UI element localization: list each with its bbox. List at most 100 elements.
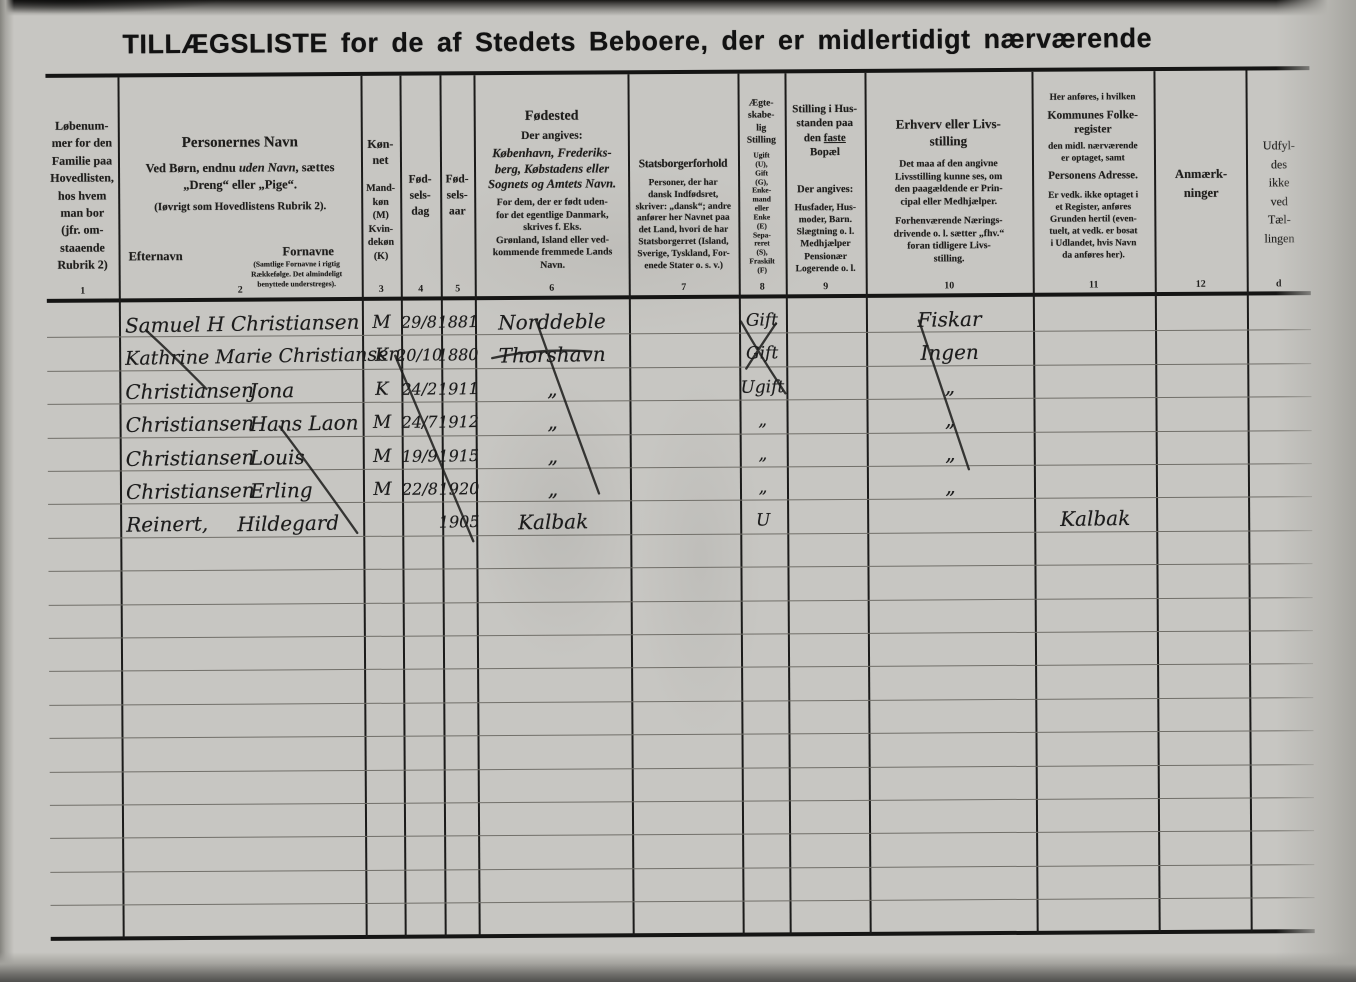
row-line [49,730,1314,740]
column-header-12: Anmærk- ninger [1174,166,1228,200]
header-koennet: Køn- net [367,136,394,167]
row-line [50,897,1315,907]
scan-corner-blotch [0,0,220,14]
marital-status-cell: U [755,510,771,531]
occupation-ditto: „ [945,474,956,499]
table-row: Christiansen Hans Laon M 24/7 1912 „ „ „ [0,402,1356,442]
header-erhverv: Erhverv eller Livs- stilling [895,116,1001,149]
col-number-5: 5 [455,283,461,295]
header-foedested-note: For dem, der er født uden- for det egent… [492,196,613,271]
c2-l1b: uden Navn [238,160,296,175]
row-line [49,763,1314,773]
header-statsborger-body: Personer, der har dansk Indfødsret, skri… [635,177,731,271]
column-header-5: Fød- sels- aar [445,173,469,218]
birthplace-cell: Kalbak [517,509,589,535]
header-erhverv-p1: Det maa af den angivne Livsstilling kunn… [894,158,1003,208]
occupation-cell: Ingen [920,339,980,365]
birthyear-cell: 1915 [438,446,480,466]
birthyear-cell: 1911 [437,379,479,399]
col-number-8: 8 [759,281,765,293]
header-foedested-em: København, Frederiks- berg, Købstadens e… [488,145,617,192]
header-personens-adresse: Personens Adresse. [1048,169,1138,182]
birthplace-ditto: „ [547,476,559,501]
header-aegteskabelig-body: Ugift (U), Gift (G), Enke- mand eller En… [749,150,775,275]
birthplace-cell: Thorshavn [498,341,606,368]
header-folkeregister: Kommunes Folke- register [1047,109,1138,136]
occupation-ditto: „ [944,441,956,466]
birthyear-cell: 1912 [438,412,480,432]
c9-t1: Stilling i Hus- [792,102,858,116]
c2-l1a: Ved Børn, endnu [145,160,239,176]
row-line [49,797,1314,806]
name-cell: Samuel H Christiansen [124,309,360,338]
surname-cell: Christiansen [125,477,255,505]
page-title: TILLÆGSLISTE for de af Stedets Beboere, … [122,23,1153,60]
header-koennet-body: Mand- køn (M) Kvin- dekøn (K) [366,182,396,262]
scan-edge-right [1276,0,1356,982]
col-number-6: 6 [549,282,555,294]
birthyear-cell: 1880 [437,345,479,365]
given-name-cell: Louis [249,444,305,470]
scan-edge-top [0,0,1356,16]
header-foedested: Fødested [524,108,579,124]
header-c2-line2: „Dreng“ eller „Pige“. [183,177,298,193]
birthplace-cell: Norddeble [497,308,606,335]
register-cell: Kalbak [1059,505,1131,532]
column-header-4: Fød- sels- dag [408,173,432,218]
occupation-ditto: „ [944,407,956,432]
surname-cell: Reinert, [125,511,209,537]
c2-l1c: , sættes [295,160,335,175]
table-row: Reinert, Hildegard 1905 Kalbak U Kalbak [0,502,1356,542]
header-aegteskabelig: Ægte- skabe- lig Stilling [746,98,776,146]
row-line [49,663,1314,673]
header-c2-line1: Ved Børn, endnu uden Navn, sættes [122,160,358,176]
header-efternavn: Efternavn [128,249,183,264]
col-number-12: 12 [1195,278,1206,290]
header-stilling-sub: Der angives: [797,183,854,196]
col-number-9: 9 [823,281,829,293]
table-top-border [45,66,1310,78]
birthyear-cell: 1905 [438,512,480,532]
birthplace-ditto: „ [547,409,558,434]
birthyear-cell: 1920 [438,479,480,499]
header-statsborgerforhold: Statsborgerforhold [638,157,728,171]
c9-t3b: faste [823,131,846,144]
header-c11-p2: Er vedk. ikke optaget i et Register, anf… [1048,190,1139,262]
marital-ditto: „ [758,444,768,465]
occupation-ditto: „ [944,374,956,399]
c9-t4: Bopæl [809,145,840,159]
header-stilling-title: Stilling i Hus- standen paa den faste Bo… [787,102,863,160]
surname-cell: Christiansen [125,410,255,438]
row-line [50,863,1315,873]
row-line [48,630,1313,639]
col-number-3: 3 [378,283,384,295]
col-number-1: 1 [80,285,86,297]
header-personernes-navn: Personernes Navn [181,134,299,152]
column-header-1: Løbenum- mer for den Familie paa Hovedli… [50,118,114,272]
header-c11-p1: den midl. nærværende er optaget, samt [1048,141,1138,164]
row-line [49,696,1314,706]
col-number-11: 11 [1088,279,1099,291]
surname-cell: Christiansen [125,377,255,405]
scan-edge-left [0,0,14,982]
header-stilling-body: Husfader, Hus- moder, Barn. Slægtning o.… [794,202,857,275]
col-number-4: 4 [418,283,424,295]
marital-ditto: „ [758,477,768,498]
surname-cell: Christiansen [125,444,255,472]
occupation-cell: Fiskar [917,306,982,332]
header-foedested-sub: Der angives: [521,129,583,142]
birthplace-ditto: „ [547,443,559,468]
given-name-cell: Hans Laon [249,410,359,437]
row-line [48,596,1313,606]
given-name-cell: Erling [249,477,313,503]
marital-ditto: „ [757,410,768,431]
given-name-cell: Hildegard [236,510,340,537]
marital-status-cell: Gift [745,343,779,364]
header-erhverv-p2: Forhenværende Nærings- drivende o. l. sæ… [893,215,1005,265]
scan-edge-bottom [0,952,1356,982]
header-c11-pre: Her anføres, i hvilken [1049,92,1136,103]
given-name-cell: Jona [249,378,295,403]
name-cell: Kathrine Marie Christiansen [125,343,401,370]
header-c2-line3: (Iøvrigt som Hovedlistens Rubrik 2). [154,200,327,214]
